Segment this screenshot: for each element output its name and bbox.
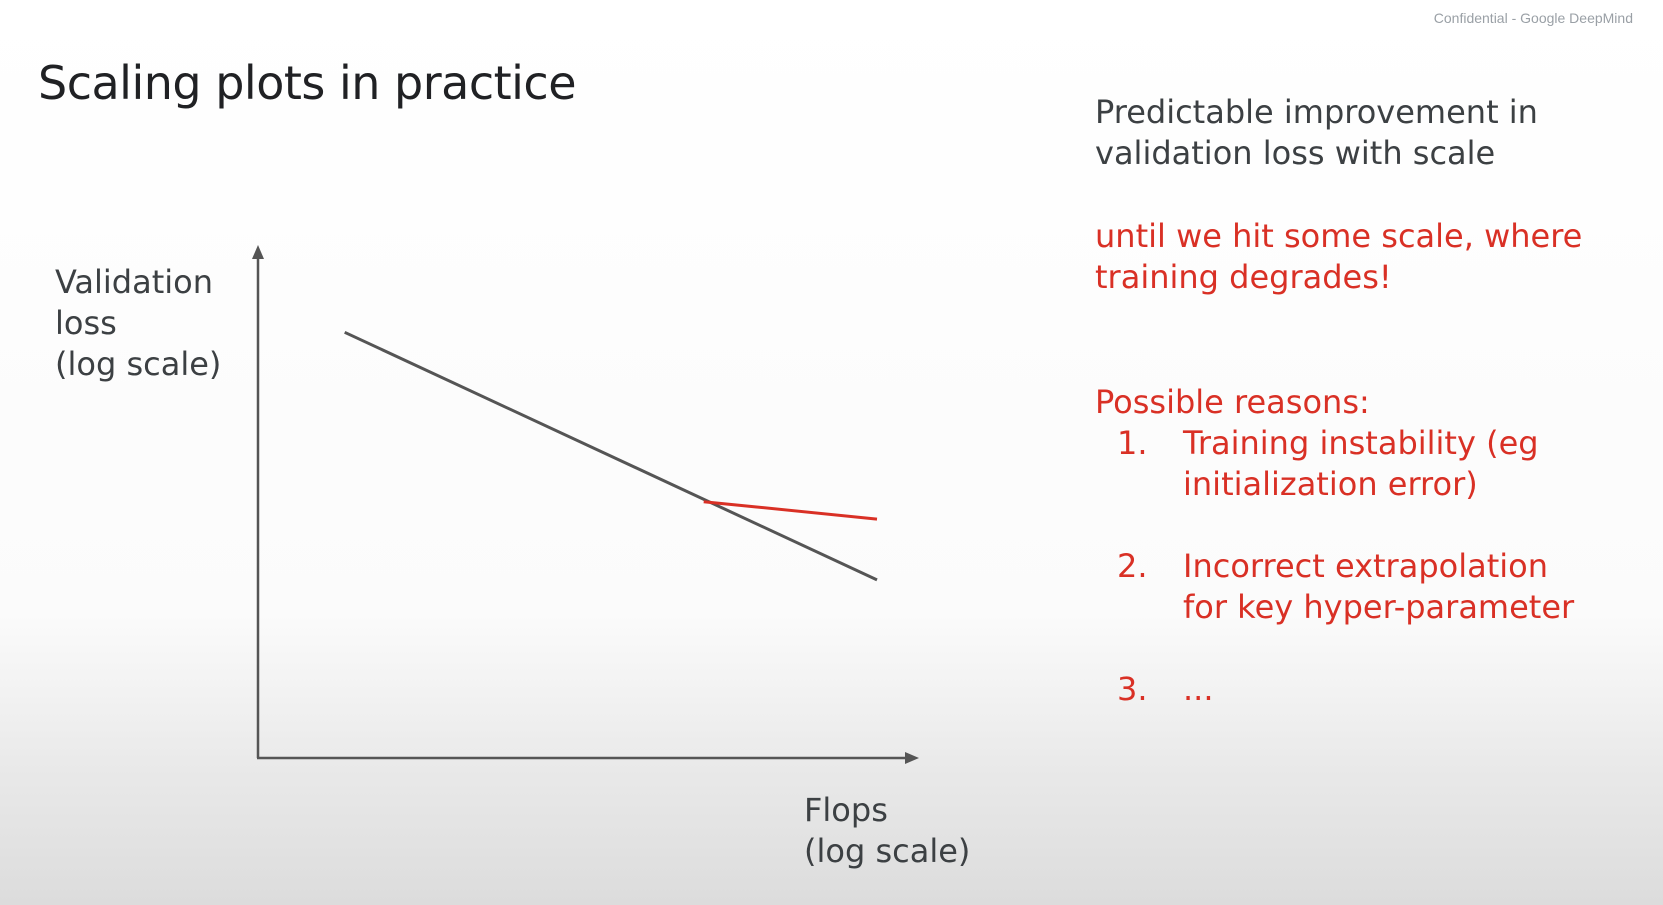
y-axis-label-line: loss: [55, 304, 117, 342]
y-axis-label-line: Validation: [55, 263, 214, 301]
confidential-label: Confidential - Google DeepMind: [1433, 10, 1633, 26]
reason-text: Incorrect extrapolation: [1183, 547, 1548, 585]
reason-text: for key hyper-parameter: [1183, 588, 1575, 626]
reasons-heading: Possible reasons:: [1095, 383, 1370, 421]
explanation-panel: Predictable improvement in validation lo…: [1095, 92, 1635, 298]
degrades-text: until we hit some scale, where training …: [1095, 216, 1635, 298]
text-line: until we hit some scale, where: [1095, 217, 1583, 255]
series-layer: [344, 330, 878, 582]
reason-item: 1. Training instability (eg initializati…: [1095, 423, 1635, 505]
trend-line: [344, 330, 878, 582]
text-line: Predictable improvement in: [1095, 93, 1538, 131]
x-axis-label-line: (log scale): [804, 832, 971, 870]
text-line: training degrades!: [1095, 258, 1392, 296]
reason-text: ...: [1183, 670, 1214, 708]
reason-number: 3.: [1117, 670, 1148, 708]
degraded-line: [703, 500, 878, 521]
reasons-section: Possible reasons: 1. Training instabilit…: [1095, 382, 1635, 710]
text-line: validation loss with scale: [1095, 134, 1496, 172]
x-axis-label-line: Flops: [804, 791, 888, 829]
predictable-text: Predictable improvement in validation lo…: [1095, 92, 1635, 174]
slide-title: Scaling plots in practice: [38, 56, 577, 110]
reason-number: 1.: [1117, 424, 1148, 462]
y-axis-label: Validation loss (log scale): [55, 262, 221, 385]
x-axis-label: Flops (log scale): [804, 790, 970, 872]
reason-number: 2.: [1117, 547, 1148, 585]
reason-text: Training instability (eg: [1183, 424, 1539, 462]
y-axis-label-line: (log scale): [55, 345, 222, 383]
reason-item: 2. Incorrect extrapolation for key hyper…: [1095, 546, 1635, 628]
reason-text: initialization error): [1183, 465, 1478, 503]
reason-item: 3. ...: [1095, 669, 1635, 710]
